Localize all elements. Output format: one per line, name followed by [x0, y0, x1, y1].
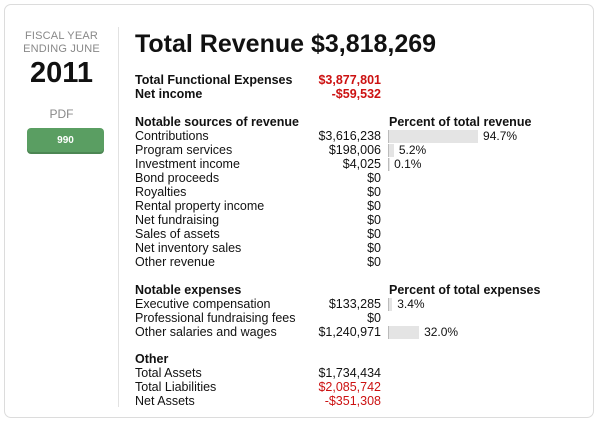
other-item-value: $2,085,742: [318, 380, 381, 394]
revenue-heading: Notable sources of revenue: [135, 115, 299, 129]
revenue-item-label: Royalties: [135, 185, 187, 199]
percent-bar-axis: [388, 144, 389, 157]
revenue-item-value: $3,616,238: [318, 129, 381, 143]
percent-value: 32.0%: [424, 325, 459, 339]
expense-item-value: $0: [367, 311, 381, 325]
revenue-item-label: Net inventory sales: [135, 241, 242, 255]
percent-bar-fill: [389, 326, 420, 339]
expense-item-value: $1,240,971: [318, 325, 381, 339]
other-item-value: -$351,308: [324, 394, 381, 408]
percent-value: 3.4%: [397, 297, 425, 311]
expense-item-label: Executive compensation: [135, 297, 271, 311]
revenue-percent-heading: Percent of total revenue: [389, 115, 532, 129]
revenue-item-value: $0: [367, 255, 381, 269]
expense-item-value: $133,285: [328, 297, 381, 311]
other-item-value: $1,734,434: [318, 366, 381, 380]
revenue-item-label: Program services: [135, 143, 233, 157]
fiscal-year: 2011: [30, 57, 93, 89]
revenue-item-value: $0: [367, 171, 381, 185]
other-item-label: Net Assets: [135, 394, 195, 408]
column-divider: [118, 27, 119, 407]
revenue-item-value: $0: [367, 227, 381, 241]
revenue-item-label: Rental property income: [135, 199, 265, 213]
revenue-item-label: Net fundraising: [135, 213, 220, 227]
revenue-item-label: Bond proceeds: [135, 171, 220, 185]
pdf-label: PDF: [49, 107, 74, 121]
other-item-label: Total Assets: [135, 366, 202, 380]
expense-item-label: Other salaries and wages: [135, 325, 277, 339]
percent-bar-axis: [388, 326, 389, 339]
summary-value: $3,877,801: [318, 73, 381, 87]
expense-item-label: Professional fundraising fees: [135, 311, 296, 325]
summary-label: Net income: [135, 87, 203, 101]
summary-label: Total Functional Expenses: [135, 73, 293, 87]
percent-bar-axis: [388, 298, 389, 311]
percent-value: 5.2%: [398, 143, 427, 157]
other-item-label: Total Liabilities: [135, 380, 217, 394]
revenue-item-label: Investment income: [135, 157, 240, 171]
revenue-item-value: $0: [367, 199, 381, 213]
percent-value: 0.1%: [394, 157, 422, 171]
revenue-item-label: Other revenue: [135, 255, 215, 269]
other-heading: Other: [135, 352, 169, 366]
form-990-pdf-button[interactable]: 990: [27, 128, 104, 154]
expense-heading: Notable expenses: [135, 283, 242, 297]
expense-percent-heading: Percent of total expenses: [389, 283, 541, 297]
percent-bar-fill: [389, 144, 394, 157]
percent-value: 94.7%: [483, 129, 518, 143]
percent-bar-axis: [388, 130, 389, 143]
revenue-item-value: $0: [367, 241, 381, 255]
percent-bar-fill: [389, 298, 393, 311]
total-revenue-title: Total Revenue $3,818,269: [135, 30, 437, 58]
revenue-item-value: $0: [367, 185, 381, 199]
organization-financial-card: FISCAL YEAR ENDING JUNE 2011 PDF 990 Tot…: [4, 4, 594, 418]
fiscal-year-label-line1: FISCAL YEAR: [24, 30, 99, 42]
fiscal-year-label-line2: ENDING JUNE: [23, 43, 100, 55]
revenue-item-value: $198,006: [328, 143, 381, 157]
revenue-item-value: $4,025: [342, 157, 381, 171]
fiscal-year-label: FISCAL YEAR ENDING JUNE: [5, 30, 118, 56]
revenue-item-label: Sales of assets: [135, 227, 220, 241]
revenue-item-value: $0: [367, 213, 381, 227]
summary-value: -$59,532: [331, 87, 381, 101]
percent-bar-fill: [389, 130, 479, 143]
revenue-item-label: Contributions: [135, 129, 209, 143]
percent-bar-axis: [388, 158, 389, 171]
